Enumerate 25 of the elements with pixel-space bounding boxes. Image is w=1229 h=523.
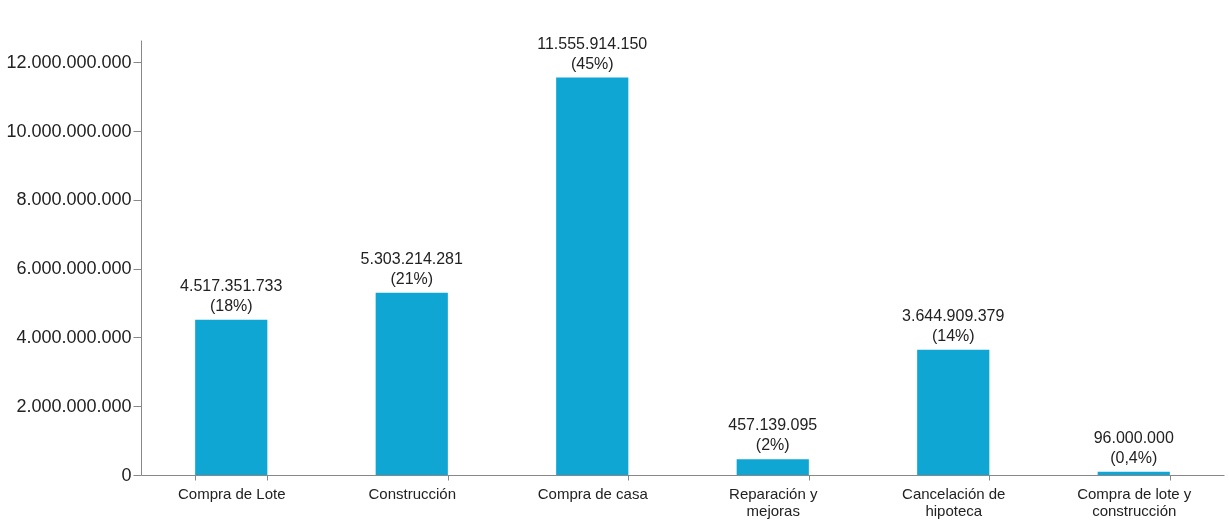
x-tick-label: Compra de lote y construcción: [1077, 484, 1192, 519]
data-label: 5.303.214.281 (21%): [360, 249, 464, 287]
y-tick-label: 8.000.000.000: [16, 189, 132, 210]
x-tick-label: Reparación y mejoras: [729, 484, 818, 519]
x-tick-label: Compra de casa: [537, 484, 649, 502]
bar: [195, 319, 268, 475]
data-label: 4.517.351.733 (18%): [180, 276, 283, 314]
y-tick-label: 12.000.000.000: [6, 51, 132, 72]
y-tick-label: 0: [121, 464, 132, 485]
data-label: 457.139.095 (2%): [728, 416, 818, 454]
bar: [917, 349, 990, 475]
x-tick-label: Compra de Lote: [177, 484, 286, 502]
x-tick-label: Construcción: [368, 484, 457, 502]
bar: [736, 459, 809, 475]
y-tick-label: 10.000.000.000: [6, 120, 132, 141]
x-tick-label: Cancelación de hipoteca: [902, 484, 1006, 519]
bar: [375, 292, 448, 475]
data-label: 11.555.914.150 (45%): [537, 34, 648, 72]
y-tick-label: 2.000.000.000: [16, 395, 132, 416]
bar: [1097, 471, 1170, 475]
y-tick-label: 6.000.000.000: [16, 258, 132, 279]
y-tick-label: 4.000.000.000: [16, 326, 132, 347]
bar: [556, 77, 629, 475]
data-label: 3.644.909.379 (14%): [902, 306, 1005, 344]
data-label: 96.000.000 (0,4%): [1093, 428, 1174, 466]
